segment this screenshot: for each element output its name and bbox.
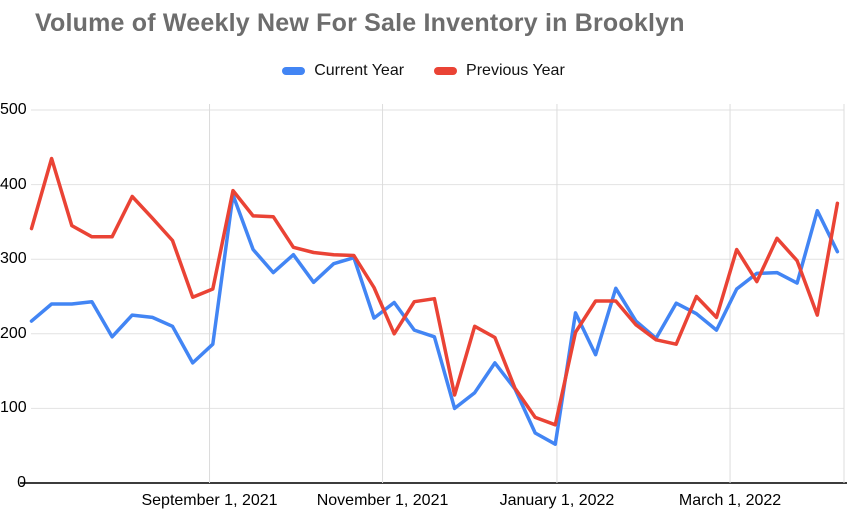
chart-title: Volume of Weekly New For Sale Inventory … — [35, 9, 685, 37]
y-tick-label: 0 — [17, 474, 26, 491]
legend-label-current-year: Current Year — [314, 62, 405, 79]
y-tick-label: 200 — [0, 324, 27, 342]
x-tick-label: September 1, 2021 — [141, 492, 278, 509]
legend-item-current-year[interactable]: Current Year — [282, 62, 404, 80]
legend-label-previous-year: Previous Year — [466, 62, 565, 79]
previous-year-swatch-icon — [434, 67, 458, 75]
current-year-swatch-icon — [282, 67, 306, 75]
legend-item-previous-year[interactable]: Previous Year — [434, 62, 565, 80]
x-tick-label: January 1, 2022 — [499, 492, 615, 509]
series-line-previous-year — [29, 156, 840, 427]
chart-legend: Current Year Previous Year — [0, 60, 847, 82]
series-line-current-year — [29, 193, 840, 446]
y-tick-label: 400 — [0, 175, 27, 193]
x-tick-label: March 1, 2022 — [678, 492, 782, 509]
x-tick-label: November 1, 2021 — [316, 492, 449, 509]
y-tick-label: 500 — [0, 101, 27, 118]
y-tick-label: 300 — [0, 250, 27, 268]
y-tick-label: 100 — [0, 399, 27, 417]
